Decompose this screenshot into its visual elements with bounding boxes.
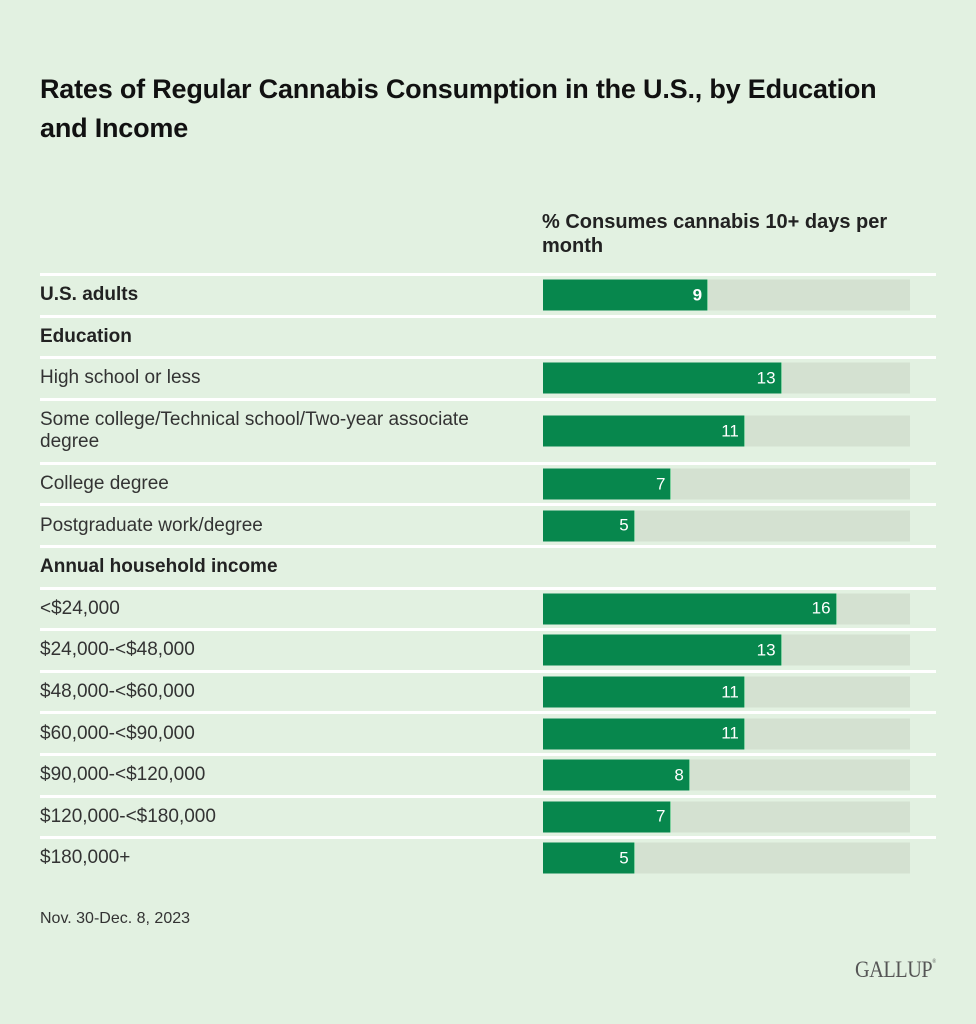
table-row: U.S. adults 9 [40,273,936,315]
bar-value-label: 9 [692,285,703,305]
bar-value-label: 11 [721,723,739,743]
bar: 5 [543,510,635,542]
bar: 7 [543,468,672,500]
table-row: $60,000-<$90,000 11 [40,711,936,753]
row-label: <$24,000 [40,597,120,619]
table-row: College degree 7 [40,461,936,504]
logo-text: GALLUP [855,957,933,982]
bar-track: 16 [543,593,910,625]
row-label: U.S. adults [40,284,139,306]
row-label: $90,000-<$120,000 [40,764,206,786]
group-header-row: Annual household income [40,544,936,587]
bar-track: 11 [543,415,910,447]
bar-track: 7 [543,801,910,833]
bar-track: 7 [543,468,910,500]
bar-table: U.S. adults 9 Education High school or less… [40,273,936,878]
bar-value-label: 5 [619,848,629,868]
bar-track: 5 [543,510,910,542]
bar: 11 [543,415,745,447]
row-label: $180,000+ [40,847,131,869]
bar-value-label: 8 [674,765,684,785]
row-label: High school or less [40,367,201,389]
bar: 11 [543,676,745,708]
bar-value-label: 16 [811,598,831,618]
bar-track: 13 [543,362,910,394]
bar: 9 [543,279,709,311]
row-label: College degree [40,473,169,495]
table-row: $180,000+ 5 [40,836,936,878]
row-label: $48,000-<$60,000 [40,681,195,703]
bar-track: 9 [543,279,910,311]
group-label: Annual household income [40,556,278,578]
bar-track: 11 [543,676,910,708]
table-row: $48,000-<$60,000 11 [40,669,936,712]
bar-track: 8 [543,759,910,791]
bar-value-label: 11 [721,682,739,702]
table-row: $120,000-<$180,000 7 [40,794,936,837]
table-row: High school or less 13 [40,356,936,398]
bar: 13 [543,362,782,394]
bar: 16 [543,593,837,625]
table-row: <$24,000 16 [40,586,936,629]
row-label: $120,000-<$180,000 [40,805,216,827]
bar: 7 [543,801,672,833]
bar-value-label: 13 [756,640,776,660]
bar-value-label: 7 [655,474,666,494]
registered-mark-icon: ® [932,959,936,965]
table-row: $90,000-<$120,000 8 [40,752,936,795]
bar: 13 [543,634,782,666]
group-label: Education [40,325,132,347]
bar-track: 13 [543,634,910,666]
bar: 11 [543,718,745,750]
footnote-date: Nov. 30-Dec. 8, 2023 [40,910,191,927]
bar: 8 [543,759,690,791]
bar-track: 11 [543,718,910,750]
bar-value-label: 5 [619,515,629,535]
bar: 5 [543,842,635,874]
gallup-logo: GALLUP® [855,957,936,983]
chart-title: Rates of Regular Cannabis Consumption in… [40,74,877,143]
table-row: $24,000-<$48,000 13 [40,628,936,670]
row-label: Some college/Technical school/Two-year a… [40,409,469,453]
group-header-row: Education [40,314,936,357]
table-row: Postgraduate work/degree 5 [40,503,936,545]
bar-value-label: 13 [756,368,776,388]
row-label: Postgraduate work/degree [40,514,263,536]
row-label: $60,000-<$90,000 [40,722,195,744]
column-header: % Consumes cannabis 10+ days per month [542,211,888,257]
bar-track: 5 [543,842,910,874]
bar-value-label: 7 [655,806,666,826]
bar-value-label: 11 [721,421,739,441]
row-label: $24,000-<$48,000 [40,639,195,661]
table-row: Some college/Technical school/Two-year a… [40,397,936,462]
